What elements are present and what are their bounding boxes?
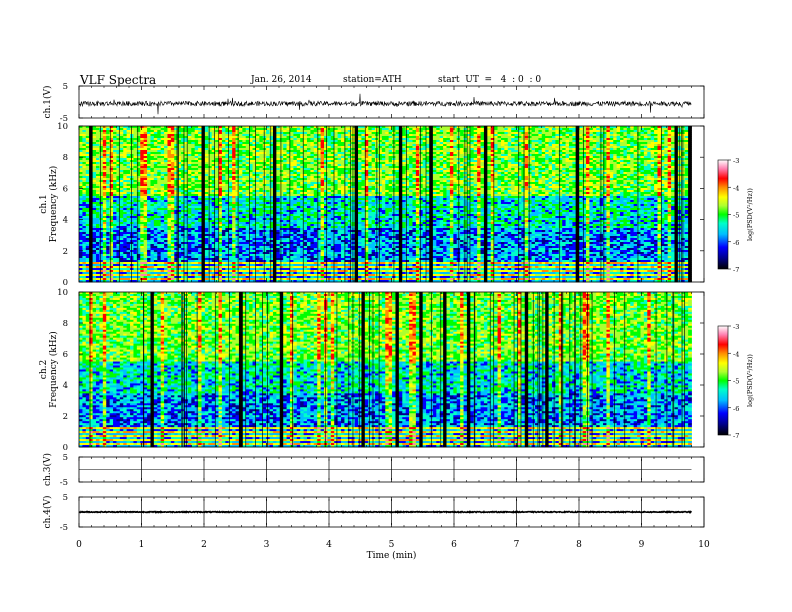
vlf-figure: 5-5ch.1(V)0246810ch.1 Frequency (kHz)0246… [0,0,792,612]
spectrogram-1 [79,126,692,282]
